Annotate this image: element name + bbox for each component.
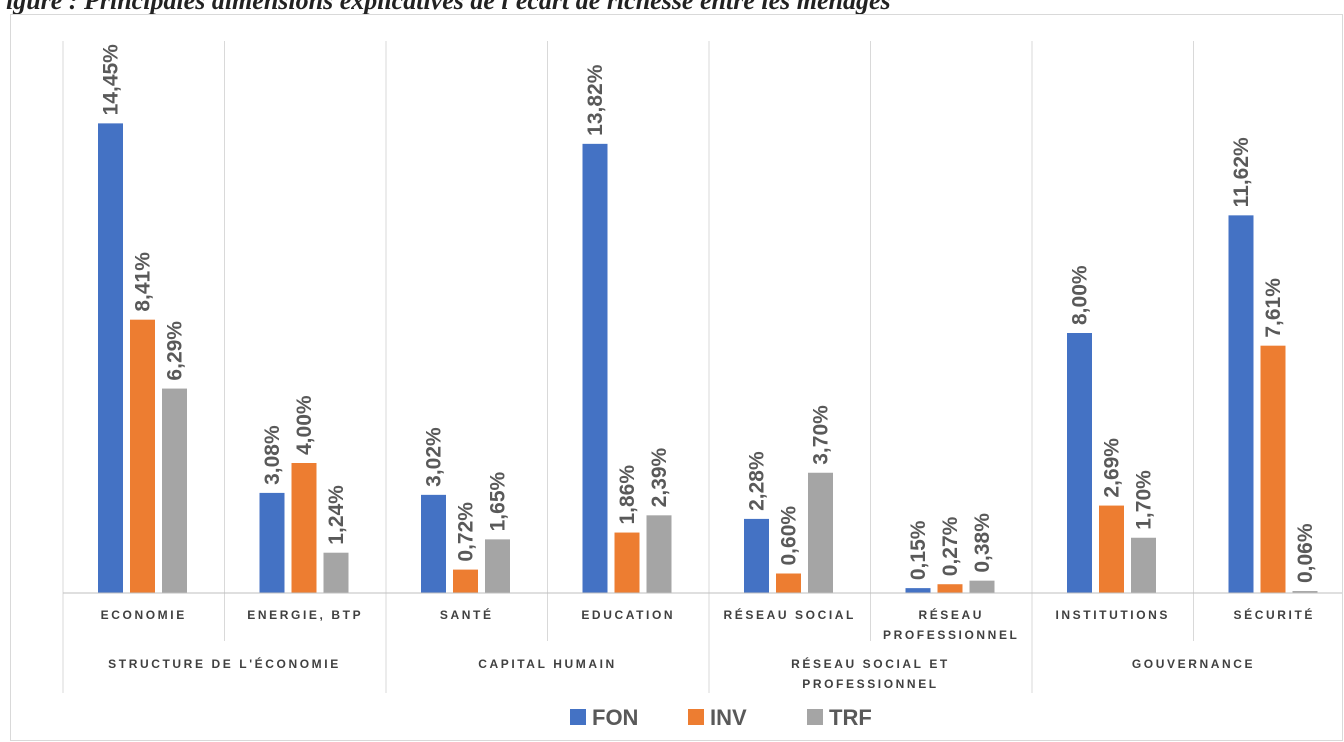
bar-inv bbox=[453, 569, 478, 593]
bar-inv bbox=[130, 319, 155, 593]
bar-inv bbox=[937, 584, 963, 593]
data-label: 6,29% bbox=[164, 321, 187, 381]
data-label: 1,70% bbox=[1133, 470, 1156, 530]
data-label: 3,02% bbox=[423, 427, 446, 487]
bars bbox=[98, 123, 1318, 593]
category-label: RÉSEAU SOCIAL bbox=[724, 607, 856, 622]
legend-label-fon: FON bbox=[592, 705, 638, 730]
group-label: GOUVERNANCE bbox=[1132, 657, 1255, 671]
bar-trf bbox=[485, 539, 510, 593]
bar-fon bbox=[98, 123, 123, 593]
legend-swatch-trf bbox=[807, 709, 823, 725]
category-label: SANTÉ bbox=[440, 607, 494, 622]
legend-swatch-inv bbox=[688, 709, 704, 725]
category-label: EDUCATION bbox=[581, 608, 675, 622]
data-label: 0,72% bbox=[455, 502, 478, 562]
bar-trf bbox=[1292, 591, 1318, 593]
group-label: PROFESSIONNEL bbox=[802, 677, 938, 691]
group-label: STRUCTURE DE L'ÉCONOMIE bbox=[108, 656, 341, 671]
data-label: 0,38% bbox=[971, 513, 994, 573]
category-labels: ECONOMIE ENERGIE, BTP SANTÉ EDUCATION RÉSEAU… bbox=[101, 607, 1315, 642]
data-label: 1,24% bbox=[325, 485, 348, 545]
data-label: 3,70% bbox=[810, 405, 833, 465]
legend: FON INV TRF bbox=[570, 705, 872, 730]
legend-label-trf: TRF bbox=[829, 705, 872, 730]
data-label: 2,69% bbox=[1101, 438, 1124, 498]
bar-trf bbox=[646, 515, 672, 593]
bar-fon bbox=[1228, 215, 1254, 593]
bar-trf bbox=[323, 552, 349, 593]
data-label: 2,28% bbox=[746, 451, 769, 511]
bar-chart: 14,45% 3,08% 3,02% 13,82% 2,28% 0,15% 8,00% 11,… bbox=[62, 41, 1342, 730]
data-label: 4,00% bbox=[293, 395, 316, 455]
bar-inv bbox=[776, 573, 801, 593]
bar-fon bbox=[744, 518, 769, 593]
data-label: 0,60% bbox=[778, 506, 801, 566]
data-label: 13,82% bbox=[584, 64, 607, 136]
legend-swatch-fon bbox=[570, 709, 586, 725]
data-label: 8,00% bbox=[1069, 265, 1092, 325]
figure-caption: igure : Principales dimensions explicati… bbox=[6, 0, 891, 15]
data-label: 0,27% bbox=[939, 516, 962, 576]
bar-inv bbox=[291, 463, 317, 593]
data-label: 0,15% bbox=[907, 520, 930, 580]
group-label: RÉSEAU SOCIAL ET bbox=[791, 656, 950, 671]
data-label: 8,41% bbox=[132, 252, 155, 312]
data-label: 3,08% bbox=[261, 425, 284, 485]
category-label: INSTITUTIONS bbox=[1055, 608, 1170, 622]
bar-trf bbox=[969, 580, 995, 593]
bar-trf bbox=[1131, 537, 1156, 593]
category-label: SÉCURITÉ bbox=[1234, 607, 1315, 622]
legend-label-inv: INV bbox=[710, 705, 747, 730]
category-label: ECONOMIE bbox=[101, 608, 187, 622]
chart-frame: 14,45% 3,08% 3,02% 13,82% 2,28% 0,15% 8,00% 11,… bbox=[10, 14, 1343, 741]
bar-trf bbox=[162, 388, 187, 593]
group-label: CAPITAL HUMAIN bbox=[478, 657, 617, 671]
category-label: ENERGIE, BTP bbox=[247, 608, 363, 622]
bar-inv bbox=[1099, 505, 1124, 593]
data-label: 2,39% bbox=[648, 447, 671, 507]
category-separators bbox=[62, 41, 1194, 693]
bar-fon bbox=[421, 494, 446, 593]
bar-inv bbox=[614, 532, 640, 593]
bar-fon bbox=[905, 588, 931, 593]
bar-fon bbox=[1067, 333, 1092, 593]
bar-trf bbox=[808, 472, 833, 593]
data-label: 1,65% bbox=[487, 472, 510, 532]
bar-fon bbox=[582, 143, 608, 593]
data-labels: 14,45% 3,08% 3,02% 13,82% 2,28% 0,15% 8,00% 11,… bbox=[100, 44, 1318, 583]
data-label: 14,45% bbox=[100, 44, 123, 116]
category-label: RÉSEAU bbox=[918, 607, 984, 622]
data-label: 1,86% bbox=[616, 465, 639, 525]
data-label: 7,61% bbox=[1262, 278, 1285, 338]
data-label: 11,62% bbox=[1230, 137, 1253, 207]
data-label: 0,06% bbox=[1294, 523, 1317, 583]
bar-inv bbox=[1260, 345, 1286, 593]
category-label: PROFESSIONNEL bbox=[883, 628, 1019, 642]
bar-fon bbox=[259, 492, 285, 593]
group-labels: STRUCTURE DE L'ÉCONOMIE CAPITAL HUMAIN RÉS… bbox=[108, 656, 1255, 691]
